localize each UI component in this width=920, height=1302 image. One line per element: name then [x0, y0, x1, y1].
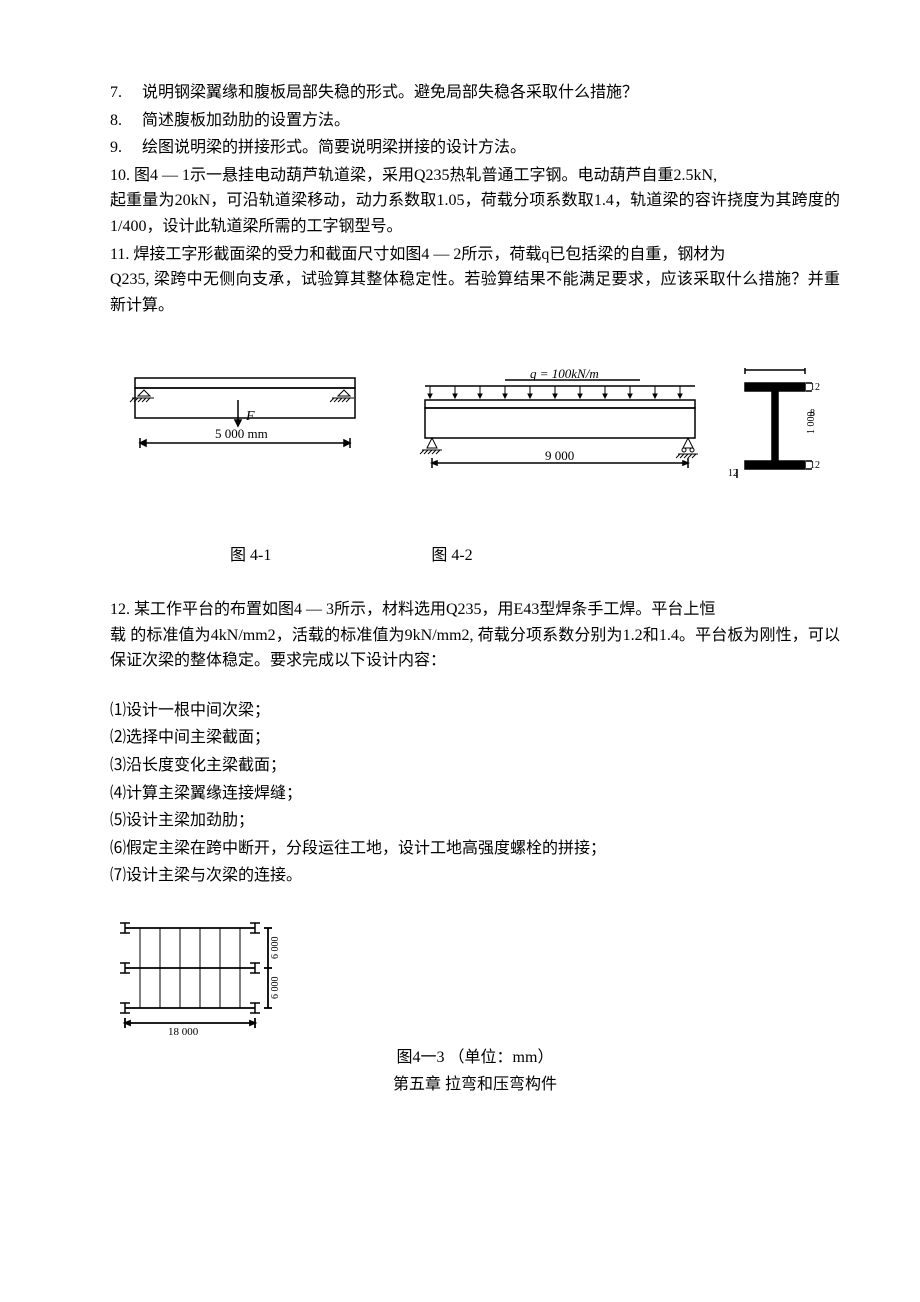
q10-num: 10. — [110, 167, 130, 184]
figure-4-1: F 5 000 mm — [120, 368, 370, 503]
design-item-3: ⑶沿长度变化主梁截面； — [110, 753, 840, 779]
question-11: 11. 焊接工字形截面梁的受力和截面尺寸如图4 — 2所示，荷载q已包括梁的自重… — [110, 242, 840, 319]
q7-num: 7. — [110, 80, 138, 106]
q8-text: 简述腹板加劲肋的设置方法。 — [142, 112, 350, 129]
design-item-6: ⑹假定主梁在跨中断开，分段运往工地，设计工地高强度螺栓的拼接； — [110, 836, 840, 862]
q11-num: 11. — [110, 246, 129, 263]
q12-line1: 某工作平台的布置如图4 — 3所示，材料选用Q235，用E43型焊条手工焊。平台… — [134, 601, 715, 618]
fig42-svg: q = 100kN/m — [410, 368, 830, 503]
fig42-web-t: 8 — [810, 408, 815, 419]
q8-num: 8. — [110, 108, 138, 134]
question-8: 8. 简述腹板加劲肋的设置方法。 — [110, 108, 840, 134]
figure-labels-row: 图 4-1 图 4-2 — [230, 543, 840, 569]
figures-row: F 5 000 mm q = 100kN/m — [110, 368, 840, 503]
q12-line2: 载 的标准值为4kN/mm2，活载的标准值为9kN/mm2, 荷载分项系数分别为… — [110, 623, 840, 674]
question-7: 7. 说明钢梁翼缘和腹板局部失稳的形式。避免局部失稳各采取什么措施？ — [110, 80, 840, 106]
q9-text: 绘图说明梁的拼接形式。简要说明梁拼接的设计方法。 — [142, 139, 526, 156]
question-12: 12. 某工作平台的布置如图4 — 3所示，材料选用Q235，用E43型焊条手工… — [110, 597, 840, 674]
fig43-svg: 6 000 6 000 18 000 — [110, 913, 300, 1043]
design-item-2: ⑵选择中间主梁截面； — [110, 725, 840, 751]
fig-label-2: 图 4-2 — [431, 543, 472, 569]
svg-text:12: 12 — [728, 468, 738, 479]
fig43-vdim1: 6 000 — [270, 936, 281, 959]
fig-label-1: 图 4-1 — [230, 543, 271, 569]
question-9: 9. 绘图说明梁的拼接形式。简要说明梁拼接的设计方法。 — [110, 135, 840, 161]
design-item-1: ⑴设计一根中间次梁； — [110, 698, 840, 724]
q12-num: 12. — [110, 601, 130, 618]
q10-line2: 起重量为20kN，可沿轨道梁移动，动力系数取1.05，荷载分项系数取1.4，轨道… — [110, 188, 840, 239]
fig42-span: 9 000 — [545, 448, 574, 463]
design-item-5: ⑸设计主梁加劲肋； — [110, 808, 840, 834]
fig43-caption: 图4一3 （单位：mm） — [110, 1045, 840, 1071]
svg-text:q = 100kN/m: q = 100kN/m — [530, 368, 599, 381]
q11-line1: 焊接工字形截面梁的受力和截面尺寸如图4 — 2所示，荷载q已包括梁的自重，钢材为 — [133, 246, 725, 263]
fig41-force-label: F — [245, 409, 255, 424]
design-item-7: ⑺设计主梁与次梁的连接。 — [110, 863, 840, 889]
fig43-vdim2: 6 000 — [270, 976, 281, 999]
fig41-svg: F 5 000 mm — [120, 368, 370, 478]
fig42-flange-w: 360 — [762, 368, 779, 371]
q10-line1: 图4 — 1示一悬挂电动葫芦轨道梁，采用Q235热轧普通工字钢。电动葫芦自重2.… — [134, 167, 717, 184]
chapter-title: 第五章 拉弯和压弯构件 — [110, 1072, 840, 1098]
q9-num: 9. — [110, 135, 138, 161]
figure-4-3: 6 000 6 000 18 000 图4一3 （单位：mm） 第五章 拉弯和压… — [110, 913, 840, 1098]
fig43-span: 18 000 — [168, 1026, 199, 1038]
q7-text: 说明钢梁翼缘和腹板局部失稳的形式。避免局部失稳各采取什么措施？ — [142, 84, 638, 101]
design-item-4: ⑷计算主梁翼缘连接焊缝； — [110, 781, 840, 807]
fig41-span: 5 000 mm — [215, 426, 268, 441]
question-10: 10. 图4 — 1示一悬挂电动葫芦轨道梁，采用Q235热轧普通工字钢。电动葫芦… — [110, 163, 840, 240]
q11-line2: Q235, 梁跨中无侧向支承，试验算其整体稳定性。若验算结果不能满足要求，应该采… — [110, 267, 840, 318]
figure-4-2: q = 100kN/m — [410, 368, 830, 503]
